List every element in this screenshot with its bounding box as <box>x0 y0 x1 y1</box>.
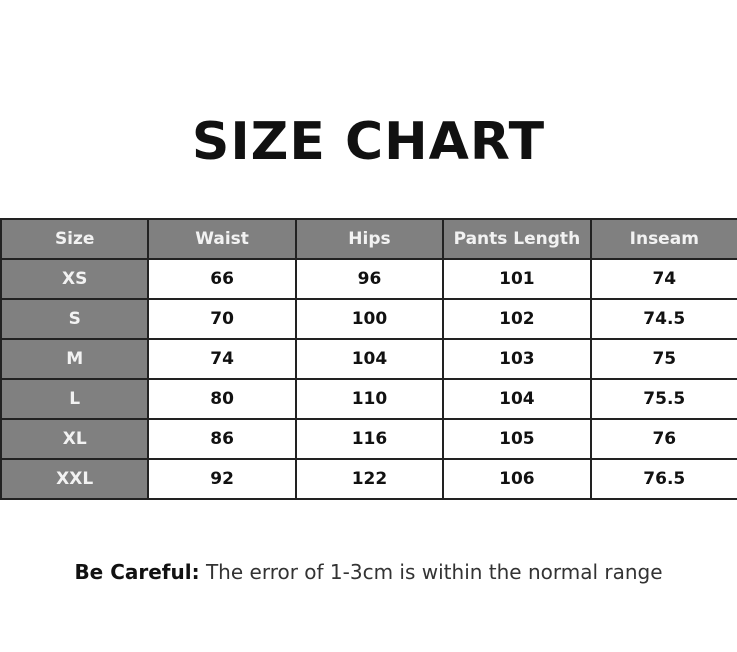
column-header: Hips <box>294 218 445 260</box>
column-header: Inseam <box>589 218 737 260</box>
value-cell: 74 <box>589 258 737 300</box>
column-header: Waist <box>147 218 297 260</box>
value-cell: 86 <box>147 418 297 460</box>
value-cell: 110 <box>294 378 445 420</box>
table-row: XL 86 116 105 76 <box>0 418 737 460</box>
size-cell: XXL <box>0 458 150 500</box>
table-row: XXL 92 122 106 76.5 <box>0 458 737 500</box>
value-cell: 101 <box>442 258 592 300</box>
table-row: XS 66 96 101 74 <box>0 258 737 300</box>
size-cell: XS <box>0 258 150 300</box>
column-header: Size <box>0 218 150 260</box>
note-label: Be Careful: <box>74 560 200 584</box>
table-row: M 74 104 103 75 <box>0 338 737 380</box>
value-cell: 122 <box>294 458 445 500</box>
column-header: Pants Length <box>442 218 592 260</box>
value-cell: 80 <box>147 378 297 420</box>
value-cell: 74.5 <box>589 298 737 340</box>
value-cell: 106 <box>442 458 592 500</box>
size-cell: L <box>0 378 150 420</box>
value-cell: 70 <box>147 298 297 340</box>
value-cell: 75 <box>589 338 737 380</box>
value-cell: 76.5 <box>589 458 737 500</box>
header-row: Size Waist Hips Pants Length Inseam <box>0 218 737 260</box>
size-cell: M <box>0 338 150 380</box>
care-note: Be Careful: The error of 1-3cm is within… <box>0 560 737 584</box>
table-row: L 80 110 104 75.5 <box>0 378 737 420</box>
value-cell: 96 <box>294 258 445 300</box>
value-cell: 100 <box>294 298 445 340</box>
value-cell: 66 <box>147 258 297 300</box>
size-cell: XL <box>0 418 150 460</box>
value-cell: 92 <box>147 458 297 500</box>
value-cell: 74 <box>147 338 297 380</box>
value-cell: 102 <box>442 298 592 340</box>
page-title: SIZE CHART <box>191 112 546 172</box>
value-cell: 103 <box>442 338 592 380</box>
value-cell: 76 <box>589 418 737 460</box>
value-cell: 75.5 <box>589 378 737 420</box>
value-cell: 104 <box>294 338 445 380</box>
value-cell: 105 <box>442 418 592 460</box>
table-row: S 70 100 102 74.5 <box>0 298 737 340</box>
note-text: The error of 1-3cm is within the normal … <box>199 560 663 584</box>
size-chart-table: Size Waist Hips Pants Length Inseam XS 66 96 10… <box>0 218 737 500</box>
value-cell: 104 <box>442 378 592 420</box>
size-cell: S <box>0 298 150 340</box>
value-cell: 116 <box>294 418 445 460</box>
